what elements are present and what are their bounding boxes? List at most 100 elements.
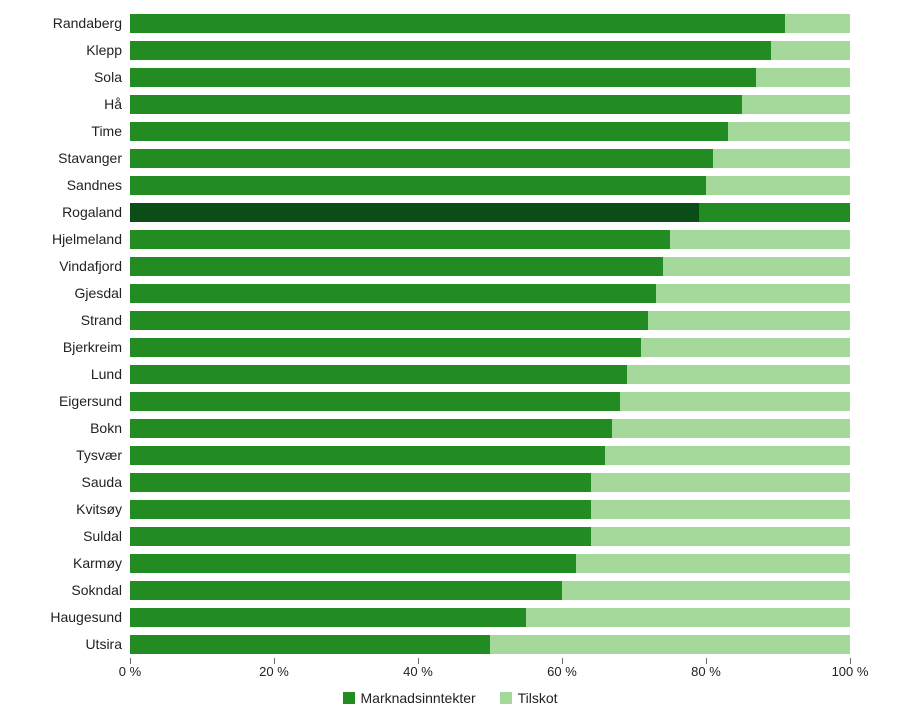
bar-track xyxy=(130,284,850,303)
bar-segment-marknadsinntekter xyxy=(130,365,627,384)
category-label: Vindafjord xyxy=(59,253,122,280)
category-label: Sauda xyxy=(82,469,122,496)
bar-segment-tilskot xyxy=(656,284,850,303)
bar-segment-marknadsinntekter xyxy=(130,500,591,519)
bar-segment-tilskot xyxy=(620,392,850,411)
bar-segment-tilskot xyxy=(785,14,850,33)
bar-row: Gjesdal xyxy=(130,280,850,307)
bar-track xyxy=(130,257,850,276)
bar-row: Bjerkreim xyxy=(130,334,850,361)
bar-segment-tilskot xyxy=(742,95,850,114)
bar-segment-marknadsinntekter xyxy=(130,554,576,573)
stacked-bar-chart: RandabergKleppSolaHåTimeStavangerSandnes… xyxy=(0,0,900,716)
x-axis: 0 %20 %40 %60 %80 %100 % xyxy=(130,658,850,678)
bar-track xyxy=(130,554,850,573)
category-label: Eigersund xyxy=(59,388,122,415)
category-label: Sandnes xyxy=(67,172,122,199)
bar-segment-tilskot xyxy=(591,500,850,519)
bar-segment-marknadsinntekter xyxy=(130,311,648,330)
bar-segment-marknadsinntekter xyxy=(130,284,656,303)
bar-row: Sokndal xyxy=(130,577,850,604)
bar-track xyxy=(130,500,850,519)
bar-row: Strand xyxy=(130,307,850,334)
category-label: Haugesund xyxy=(50,604,122,631)
bar-track xyxy=(130,95,850,114)
bar-row: Sandnes xyxy=(130,172,850,199)
bar-track xyxy=(130,635,850,654)
bar-segment-tilskot xyxy=(627,365,850,384)
bar-segment-marknadsinntekter xyxy=(130,338,641,357)
bar-segment-marknadsinntekter xyxy=(130,473,591,492)
category-label: Bjerkreim xyxy=(63,334,122,361)
bar-track xyxy=(130,41,850,60)
bar-row: Kvitsøy xyxy=(130,496,850,523)
bar-segment-marknadsinntekter xyxy=(130,14,785,33)
bar-segment-marknadsinntekter xyxy=(130,257,663,276)
category-label: Sola xyxy=(94,64,122,91)
bar-segment-tilskot xyxy=(713,149,850,168)
bar-segment-tilskot xyxy=(706,176,850,195)
bar-row: Karmøy xyxy=(130,550,850,577)
bar-segment-tilskot xyxy=(591,527,850,546)
bar-row: Eigersund xyxy=(130,388,850,415)
category-label: Hjelmeland xyxy=(52,226,122,253)
legend-item-marknadsinntekter: Marknadsinntekter xyxy=(343,690,476,706)
bar-row: Vindafjord xyxy=(130,253,850,280)
bar-segment-tilskot xyxy=(576,554,850,573)
bar-segment-marknadsinntekter xyxy=(130,203,699,222)
bar-segment-marknadsinntekter xyxy=(130,527,591,546)
category-label: Utsira xyxy=(85,631,122,658)
bar-row: Hjelmeland xyxy=(130,226,850,253)
bar-row: Utsira xyxy=(130,631,850,658)
category-label: Karmøy xyxy=(73,550,122,577)
legend-label: Marknadsinntekter xyxy=(361,690,476,706)
bar-row: Hå xyxy=(130,91,850,118)
bar-segment-tilskot xyxy=(612,419,850,438)
plot-area: RandabergKleppSolaHåTimeStavangerSandnes… xyxy=(130,10,850,658)
category-label: Suldal xyxy=(83,523,122,550)
bar-row: Stavanger xyxy=(130,145,850,172)
bar-track xyxy=(130,14,850,33)
category-label: Strand xyxy=(81,307,122,334)
category-label: Time xyxy=(91,118,122,145)
bar-track xyxy=(130,608,850,627)
bar-segment-marknadsinntekter xyxy=(130,95,742,114)
bar-segment-tilskot xyxy=(699,203,850,222)
category-label: Klepp xyxy=(86,37,122,64)
category-label: Sokndal xyxy=(71,577,122,604)
x-tick-label: 100 % xyxy=(832,664,869,679)
bar-track xyxy=(130,446,850,465)
bar-track xyxy=(130,149,850,168)
bar-segment-marknadsinntekter xyxy=(130,419,612,438)
bar-track xyxy=(130,473,850,492)
bar-segment-marknadsinntekter xyxy=(130,68,756,87)
bar-track xyxy=(130,338,850,357)
bar-segment-tilskot xyxy=(526,608,850,627)
bar-segment-marknadsinntekter xyxy=(130,581,562,600)
bar-segment-marknadsinntekter xyxy=(130,41,771,60)
bar-segment-marknadsinntekter xyxy=(130,149,713,168)
category-label: Gjesdal xyxy=(75,280,122,307)
bar-segment-tilskot xyxy=(728,122,850,141)
bar-track xyxy=(130,230,850,249)
bar-track xyxy=(130,365,850,384)
bar-segment-tilskot xyxy=(605,446,850,465)
bar-track xyxy=(130,392,850,411)
bar-row: Sauda xyxy=(130,469,850,496)
category-label: Kvitsøy xyxy=(76,496,122,523)
bar-track xyxy=(130,581,850,600)
bar-track xyxy=(130,527,850,546)
bar-track xyxy=(130,122,850,141)
bar-row: Sola xyxy=(130,64,850,91)
bar-segment-tilskot xyxy=(562,581,850,600)
legend-label: Tilskot xyxy=(518,690,558,706)
bar-row: Rogaland xyxy=(130,199,850,226)
category-label: Tysvær xyxy=(76,442,122,469)
bar-row: Suldal xyxy=(130,523,850,550)
x-tick-label: 80 % xyxy=(691,664,721,679)
category-label: Lund xyxy=(91,361,122,388)
bar-segment-marknadsinntekter xyxy=(130,392,620,411)
category-label: Randaberg xyxy=(53,10,122,37)
bar-row: Haugesund xyxy=(130,604,850,631)
legend-swatch-icon xyxy=(500,692,512,704)
